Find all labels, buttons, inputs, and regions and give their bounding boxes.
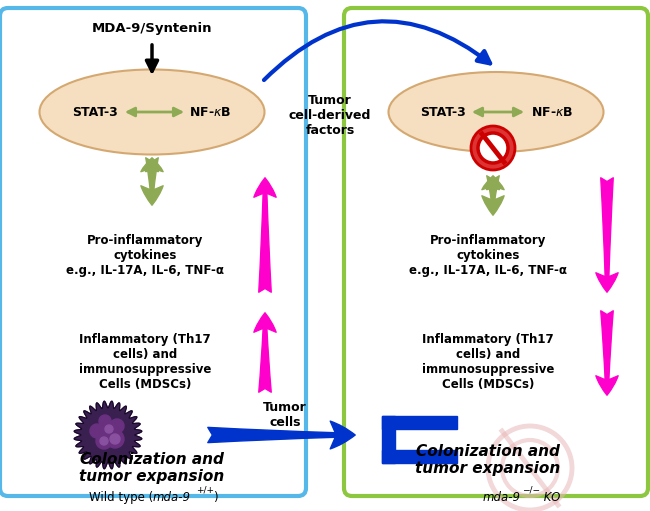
Polygon shape [74, 401, 142, 469]
Bar [382, 416, 395, 463]
FancyArrowPatch shape [475, 108, 521, 116]
Text: Pro-inflammatory
cytokines
e.g., IL-17A, IL-6, TNF-α: Pro-inflammatory cytokines e.g., IL-17A,… [409, 234, 567, 276]
Text: Tumor
cell-derived
factors: Tumor cell-derived factors [289, 94, 371, 136]
Circle shape [106, 430, 124, 448]
Circle shape [110, 419, 124, 433]
Bar [382, 450, 457, 463]
Circle shape [100, 437, 108, 445]
FancyArrowPatch shape [141, 158, 163, 172]
Text: −/−: −/− [522, 485, 540, 494]
FancyArrowPatch shape [254, 178, 276, 292]
Text: ): ) [213, 491, 218, 503]
Circle shape [90, 424, 104, 438]
Text: STAT-3: STAT-3 [72, 105, 118, 119]
Text: Colonization and
tumor expansion: Colonization and tumor expansion [415, 444, 560, 476]
FancyArrowPatch shape [254, 313, 276, 392]
Bar [382, 416, 457, 429]
Text: +/+: +/+ [196, 485, 214, 494]
FancyArrowPatch shape [264, 21, 490, 80]
Text: Pro-inflammatory
cytokines
e.g., IL-17A, IL-6, TNF-α: Pro-inflammatory cytokines e.g., IL-17A,… [66, 234, 224, 276]
Circle shape [471, 126, 515, 170]
Ellipse shape [389, 72, 603, 152]
FancyArrowPatch shape [141, 158, 163, 205]
Text: Inflammatory (Th17
cells) and
immunosuppressive
Cells (MDSCs): Inflammatory (Th17 cells) and immunosupp… [79, 333, 211, 391]
Text: STAT-3: STAT-3 [420, 105, 466, 119]
Text: Tumor
cells: Tumor cells [263, 401, 307, 429]
Text: mda-9: mda-9 [483, 491, 521, 503]
FancyArrowPatch shape [596, 178, 618, 292]
Text: NF-$\kappa$B: NF-$\kappa$B [189, 105, 231, 119]
Text: Wild type (: Wild type ( [89, 491, 153, 503]
Circle shape [99, 415, 111, 427]
FancyArrowPatch shape [128, 108, 181, 116]
Circle shape [101, 421, 117, 437]
FancyArrowPatch shape [596, 311, 618, 395]
FancyBboxPatch shape [0, 8, 306, 496]
Text: Colonization and
tumor expansion: Colonization and tumor expansion [79, 452, 225, 484]
Circle shape [110, 434, 120, 444]
Ellipse shape [40, 69, 265, 154]
FancyArrowPatch shape [208, 421, 356, 449]
Circle shape [478, 133, 508, 163]
Circle shape [105, 425, 113, 433]
Text: Inflammatory (Th17
cells) and
immunosuppressive
Cells (MDSCs): Inflammatory (Th17 cells) and immunosupp… [422, 333, 554, 391]
Text: KO: KO [540, 491, 560, 503]
FancyBboxPatch shape [344, 8, 648, 496]
FancyArrowPatch shape [482, 176, 504, 190]
FancyArrowPatch shape [482, 176, 504, 215]
Circle shape [96, 433, 112, 449]
Text: mda-9: mda-9 [153, 491, 191, 503]
Text: NF-$\kappa$B: NF-$\kappa$B [531, 105, 573, 119]
Text: MDA-9/Syntenin: MDA-9/Syntenin [92, 21, 213, 35]
